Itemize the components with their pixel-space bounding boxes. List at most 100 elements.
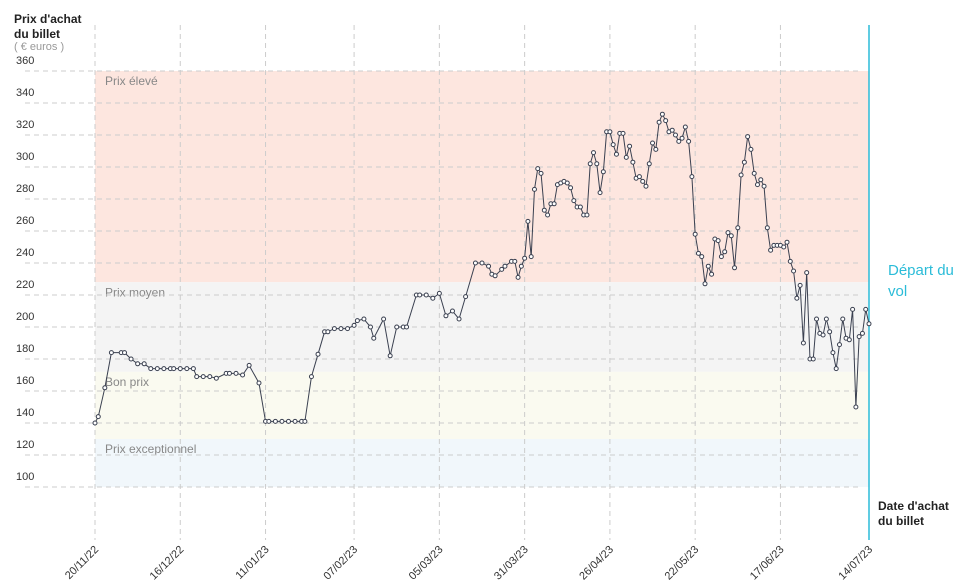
- price-point: [177, 366, 183, 372]
- price-point: [591, 150, 597, 156]
- price-point: [833, 366, 839, 372]
- y-tick-label: 280: [16, 183, 34, 195]
- price-point: [207, 374, 213, 380]
- price-point: [613, 151, 619, 157]
- price-point: [184, 366, 190, 372]
- price-point: [367, 324, 373, 330]
- price-point: [863, 306, 869, 312]
- price-point: [623, 154, 629, 160]
- price-point: [171, 366, 177, 372]
- y-unit: ( € euros ): [14, 41, 65, 53]
- price-point: [669, 127, 675, 133]
- price-point: [361, 316, 367, 322]
- y-tick-label: 260: [16, 215, 34, 227]
- x-tick-label: 16/12/22: [148, 544, 187, 583]
- band-label: Prix exceptionnel: [105, 442, 196, 456]
- x-tick-label: 07/02/23: [322, 544, 361, 583]
- y-tick-label: 360: [16, 55, 34, 67]
- price-point: [102, 385, 108, 391]
- band-label: Prix élevé: [105, 74, 158, 88]
- price-point: [853, 404, 859, 410]
- price-point: [436, 290, 442, 296]
- price-point: [653, 146, 659, 152]
- price-point: [154, 366, 160, 372]
- price-point: [758, 177, 764, 183]
- price-point: [738, 172, 744, 178]
- price-point: [620, 130, 626, 136]
- price-point: [345, 326, 351, 332]
- band-label: Bon prix: [105, 375, 149, 389]
- price-point: [351, 322, 357, 328]
- price-point: [650, 140, 656, 146]
- price-point: [240, 372, 246, 378]
- x-tick-label: 14/07/23: [836, 544, 875, 583]
- price-point: [850, 306, 856, 312]
- price-point: [518, 263, 524, 269]
- price-point: [135, 361, 141, 367]
- price-point: [735, 225, 741, 231]
- price-point: [761, 183, 767, 189]
- price-point: [338, 326, 344, 332]
- price-point: [92, 420, 98, 426]
- price-point: [768, 247, 774, 253]
- price-point: [325, 329, 331, 335]
- y-tick-label: 140: [16, 407, 34, 419]
- y-tick-label: 320: [16, 119, 34, 131]
- price-point: [108, 350, 114, 356]
- price-point: [564, 180, 570, 186]
- price-point: [371, 335, 377, 341]
- price-point: [643, 183, 649, 189]
- price-point: [679, 135, 685, 141]
- price-point: [587, 161, 593, 167]
- y-tick-label: 200: [16, 311, 34, 323]
- price-point: [709, 271, 715, 277]
- price-band: [95, 71, 869, 283]
- price-point: [502, 263, 508, 269]
- x-tick-label: 05/03/23: [407, 544, 446, 583]
- price-point: [315, 351, 321, 357]
- price-point: [292, 418, 298, 424]
- price-point: [705, 263, 711, 269]
- price-point: [856, 334, 862, 340]
- price-point: [525, 218, 531, 224]
- price-point: [695, 250, 701, 256]
- price-point: [354, 318, 360, 324]
- price-point: [673, 132, 678, 138]
- price-point: [479, 260, 485, 266]
- price-point: [725, 230, 731, 236]
- y-tick-label: 240: [16, 247, 34, 259]
- price-point: [702, 281, 708, 287]
- x-axis-label: Date d'achat du billet: [878, 499, 949, 528]
- price-point: [512, 258, 518, 264]
- y-tick-label: 180: [16, 343, 34, 355]
- price-point: [95, 414, 101, 420]
- price-point: [194, 374, 200, 380]
- price-point: [331, 326, 337, 332]
- price-point: [741, 159, 747, 165]
- price-point: [794, 295, 800, 301]
- price-point: [859, 330, 865, 336]
- price-point: [571, 198, 577, 204]
- price-point: [404, 324, 410, 330]
- y-tick-label: 300: [16, 151, 34, 163]
- price-point: [272, 418, 278, 424]
- x-tick-label: 20/11/22: [63, 544, 101, 582]
- x-tick-label: 17/06/23: [748, 544, 787, 583]
- price-point: [732, 265, 738, 271]
- price-point: [715, 238, 721, 244]
- x-tick-label: 31/03/23: [492, 544, 531, 583]
- price-point: [820, 332, 826, 338]
- price-point: [866, 321, 872, 327]
- price-point: [600, 169, 606, 175]
- price-point: [568, 185, 574, 191]
- price-point: [682, 124, 688, 130]
- price-point: [659, 111, 665, 117]
- price-point: [722, 249, 728, 255]
- price-point: [656, 119, 662, 125]
- price-point: [663, 118, 669, 124]
- price-point: [764, 225, 770, 231]
- price-point: [699, 254, 705, 260]
- price-point: [754, 182, 760, 188]
- price-point: [800, 340, 806, 346]
